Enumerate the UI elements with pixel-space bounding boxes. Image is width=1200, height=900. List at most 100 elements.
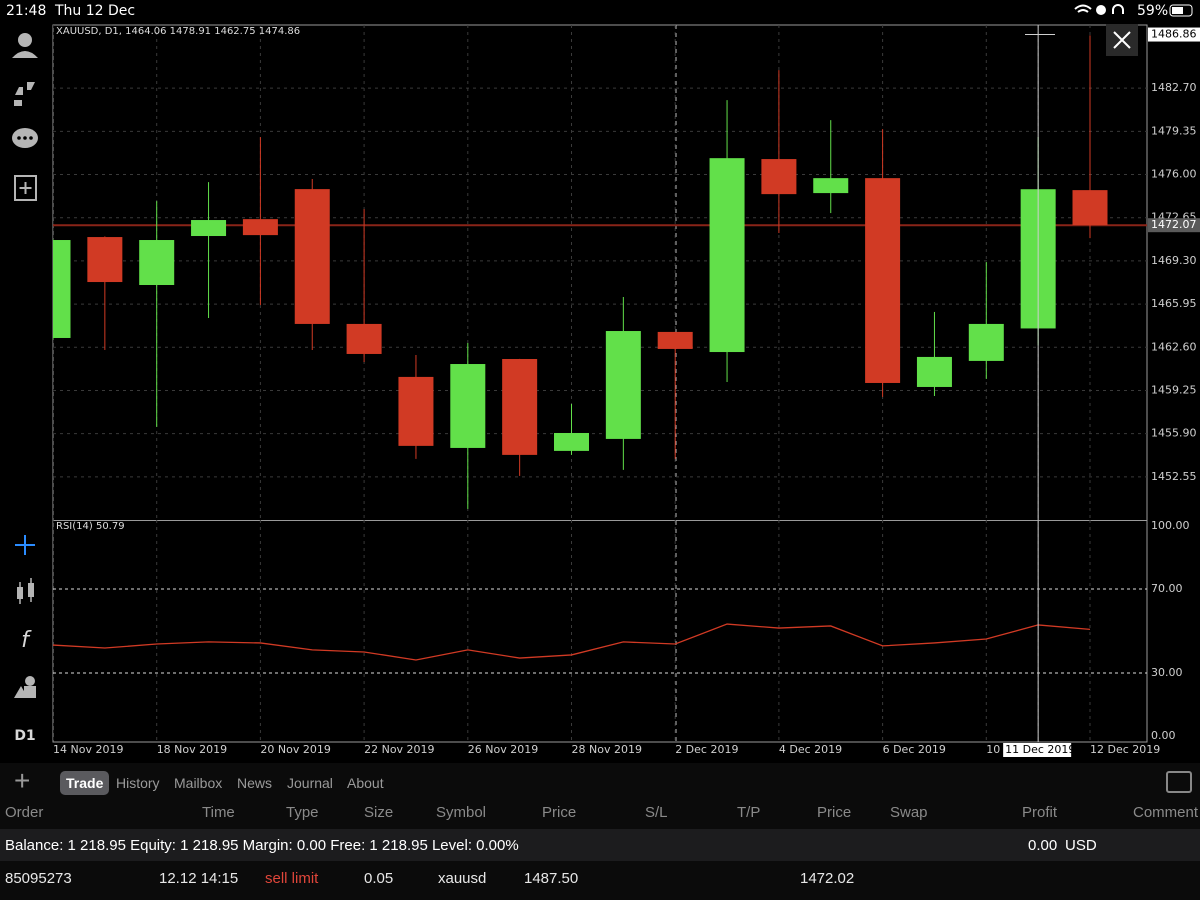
y-tick-label: 1452.55 xyxy=(1151,470,1197,483)
add-button[interactable]: + xyxy=(14,765,31,796)
trade-icon[interactable] xyxy=(14,82,35,106)
order-id[interactable]: 85095273 xyxy=(5,870,72,887)
price-plot xyxy=(53,25,1147,520)
objects-icon[interactable] xyxy=(24,686,36,698)
axes: 1452.55 1455.90 1459.25 1462.60 1465.95 1469.… xyxy=(53,25,1200,757)
x-tick-label: 28 Nov 2019 xyxy=(572,743,642,756)
order-type[interactable]: sell limit xyxy=(265,870,319,887)
column-header: Symbol xyxy=(436,804,487,821)
column-header: Price xyxy=(817,804,852,821)
order-current-price[interactable]: 1472.02 xyxy=(800,870,855,887)
y-tick-label: 1482.70 xyxy=(1151,81,1197,94)
y-tick-label: 1465.95 xyxy=(1151,297,1197,310)
x-tick-label: 12 Dec 2019 xyxy=(1090,743,1160,756)
tab[interactable]: Mailbox xyxy=(174,775,223,791)
chart-frame xyxy=(52,24,1148,743)
currency: USD xyxy=(1065,837,1097,854)
order-time[interactable]: 12.12 14:15 xyxy=(159,870,239,887)
candle-body xyxy=(450,364,486,448)
crosshair-date-label: 11 Dec 2019 xyxy=(1005,743,1075,756)
candle-body xyxy=(398,376,434,446)
candle-body xyxy=(242,219,278,236)
clock: 21:48 xyxy=(6,3,46,19)
column-header: Price xyxy=(542,804,577,821)
chat-dot xyxy=(23,136,27,140)
column-header: Profit xyxy=(1022,804,1058,821)
wifi-icon xyxy=(1074,4,1092,13)
candle-body xyxy=(968,323,1004,361)
terminal: + Trade History Mailbox News Journal Abo… xyxy=(0,763,1200,900)
tab[interactable]: Journal xyxy=(287,775,333,791)
x-tick-label: 22 Nov 2019 xyxy=(364,743,434,756)
chart-screen: 21:48 Thu 12 Dec 59% f D1 1452.55 1455.90… xyxy=(6,3,1200,757)
column-header: Size xyxy=(364,804,394,821)
toolbar: f D1 xyxy=(12,33,38,744)
headphones-icon xyxy=(1112,4,1124,14)
close-icon xyxy=(1113,31,1131,49)
balance-profit: 0.00 xyxy=(1028,837,1058,854)
candle-body xyxy=(53,240,71,338)
current-price-label: 1472.07 xyxy=(1151,218,1197,231)
layout-button[interactable] xyxy=(1166,771,1192,793)
date: Thu 12 Dec xyxy=(54,3,135,19)
battery-fill xyxy=(1172,7,1183,14)
chart-title: XAUUSD, D1, 1464.06 1478.91 1462.75 1474… xyxy=(56,26,300,37)
candle-body xyxy=(554,432,589,451)
crosshair-price-box xyxy=(1148,27,1200,42)
column-header: S/L xyxy=(645,804,668,821)
chat-dot xyxy=(17,136,21,140)
candle-body xyxy=(657,331,693,349)
order-price[interactable]: 1487.50 xyxy=(524,870,579,887)
moon-icon xyxy=(1096,5,1106,15)
chart-type-wick xyxy=(19,578,32,604)
candle-body xyxy=(761,159,797,195)
y-tick-label: 100.00 xyxy=(1151,519,1190,532)
tab[interactable]: Trade xyxy=(60,771,110,795)
candle-body xyxy=(191,220,227,237)
candle-body xyxy=(1072,190,1108,226)
crosshair-tool[interactable] xyxy=(15,535,35,555)
column-header: Order xyxy=(5,804,44,821)
y-tick-label: 1479.35 xyxy=(1151,124,1197,137)
new-order-icon[interactable] xyxy=(14,175,37,201)
y-tick-label: 1469.30 xyxy=(1151,254,1197,267)
order-size[interactable]: 0.05 xyxy=(364,870,394,887)
tab[interactable]: History xyxy=(116,775,160,791)
y-tick-label: 1455.90 xyxy=(1151,427,1197,440)
candle-body xyxy=(346,323,382,354)
objects-icon[interactable] xyxy=(25,676,35,686)
y-tick-label: 30.00 xyxy=(1151,666,1183,679)
x-tick-label: 20 Nov 2019 xyxy=(260,743,330,756)
account-icon-body[interactable] xyxy=(12,51,38,58)
candle-body xyxy=(813,178,849,194)
y-tick-label: 1462.60 xyxy=(1151,340,1197,353)
y-tick-label: 1459.25 xyxy=(1151,383,1197,396)
x-tick-label: 6 Dec 2019 xyxy=(883,743,946,756)
column-header: Comment xyxy=(1133,804,1199,821)
candle-body xyxy=(87,237,123,283)
candle-body xyxy=(139,240,175,286)
candle-body xyxy=(865,178,901,383)
x-tick-label: 18 Nov 2019 xyxy=(157,743,227,756)
x-tick-label: 26 Nov 2019 xyxy=(468,743,538,756)
x-tick-label: 14 Nov 2019 xyxy=(53,743,123,756)
y-tick-label: 0.00 xyxy=(1151,729,1176,742)
candle-body xyxy=(502,358,538,455)
rsi-line xyxy=(53,623,1091,661)
x-tick-label: 2 Dec 2019 xyxy=(675,743,738,756)
tab[interactable]: About xyxy=(347,775,384,791)
order-symbol[interactable]: xauusd xyxy=(438,870,487,887)
chat-dot xyxy=(29,136,33,140)
timeframe-button[interactable]: D1 xyxy=(14,728,35,744)
y-tick-label: 70.00 xyxy=(1151,582,1183,595)
column-header: T/P xyxy=(737,804,761,821)
indicators-tool[interactable]: f xyxy=(21,628,32,653)
account-icon[interactable] xyxy=(18,33,32,47)
candle-body xyxy=(709,158,745,353)
new-order-plus xyxy=(19,182,32,194)
battery-icon xyxy=(1169,4,1193,17)
crosshair-date-box xyxy=(1003,743,1072,757)
column-header: Swap xyxy=(890,804,928,821)
tab[interactable]: News xyxy=(237,775,273,791)
